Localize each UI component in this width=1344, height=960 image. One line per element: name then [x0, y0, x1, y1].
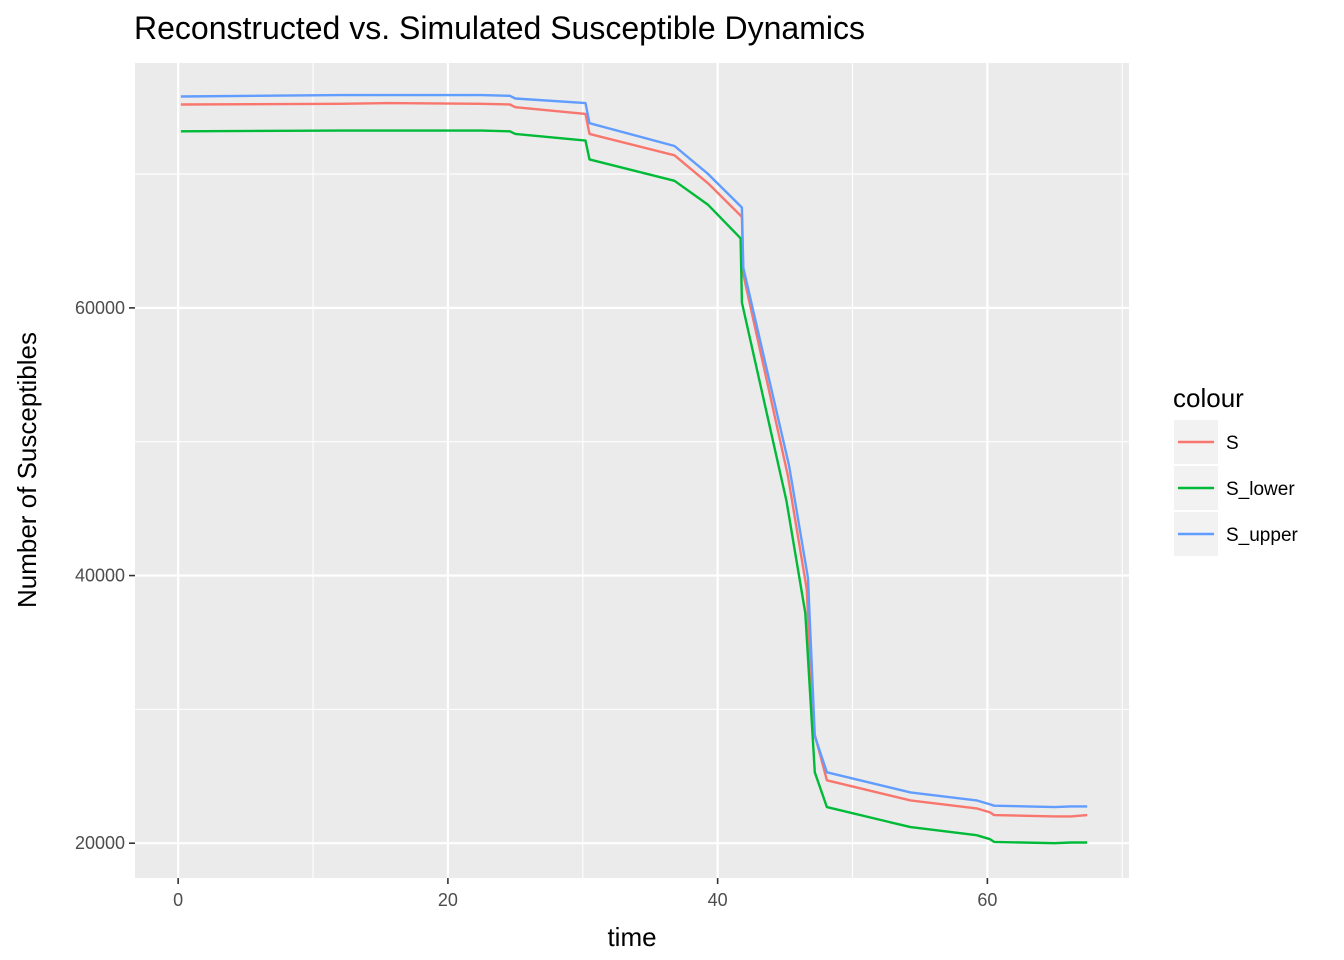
x-axis-ticks: 0 20 40 60	[173, 878, 997, 910]
y-axis-ticks: 20000 40000 60000	[75, 298, 135, 853]
x-tick-label: 0	[173, 890, 183, 910]
x-tick-label: 20	[438, 890, 458, 910]
legend: colour S S_lower S_upper	[1173, 383, 1299, 556]
legend-label: S_lower	[1226, 479, 1295, 500]
y-axis-title: Number of Susceptibles	[12, 332, 42, 608]
x-tick-label: 60	[977, 890, 997, 910]
plot-panel	[135, 63, 1129, 878]
series-line-s-upper	[180, 93, 1088, 809]
legend-label: S	[1226, 433, 1239, 454]
x-axis-title: time	[607, 922, 656, 952]
series-line-s	[180, 101, 1088, 818]
minor-gridlines	[135, 63, 1129, 878]
series-line-s-lower	[180, 129, 1088, 845]
major-gridlines	[135, 63, 1129, 878]
y-tick-label: 40000	[75, 566, 125, 586]
legend-label: S_upper	[1226, 525, 1299, 546]
x-tick-label: 40	[708, 890, 728, 910]
series-lines	[180, 93, 1088, 845]
chart-title: Reconstructed vs. Simulated Susceptible …	[134, 10, 865, 46]
y-tick-label: 60000	[75, 298, 125, 318]
legend-title: colour	[1173, 383, 1244, 413]
y-tick-label: 20000	[75, 833, 125, 853]
